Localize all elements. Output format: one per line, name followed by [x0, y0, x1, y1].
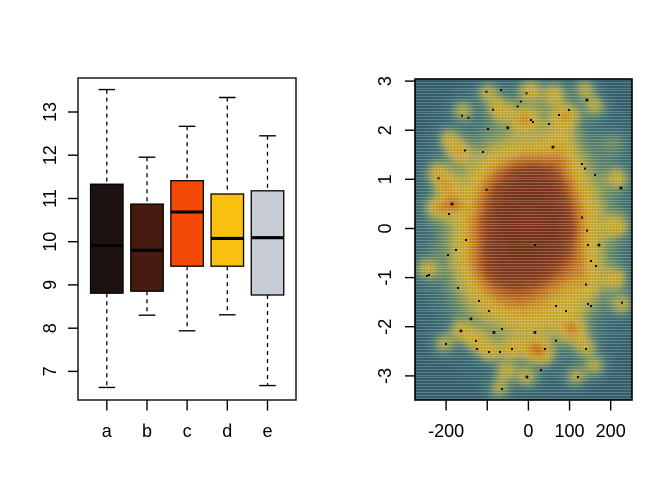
svg-text:-1: -1 — [375, 270, 395, 286]
svg-text:9: 9 — [40, 280, 60, 290]
svg-text:c: c — [183, 421, 192, 441]
svg-text:e: e — [262, 421, 272, 441]
svg-text:10: 10 — [40, 232, 60, 252]
svg-text:13: 13 — [40, 102, 60, 122]
svg-text:200: 200 — [596, 421, 626, 441]
svg-text:-2: -2 — [375, 319, 395, 335]
svg-text:-200: -200 — [428, 421, 464, 441]
svg-text:d: d — [222, 421, 232, 441]
svg-text:2: 2 — [375, 125, 395, 135]
svg-text:-3: -3 — [375, 368, 395, 384]
svg-text:8: 8 — [40, 323, 60, 333]
svg-text:b: b — [142, 421, 152, 441]
svg-text:0: 0 — [375, 223, 395, 233]
svg-text:12: 12 — [40, 145, 60, 165]
svg-text:100: 100 — [555, 421, 585, 441]
svg-text:a: a — [102, 421, 113, 441]
svg-text:3: 3 — [375, 76, 395, 86]
svg-text:1: 1 — [375, 174, 395, 184]
svg-text:11: 11 — [40, 189, 60, 208]
svg-text:7: 7 — [40, 366, 60, 376]
svg-text:0: 0 — [523, 421, 533, 441]
